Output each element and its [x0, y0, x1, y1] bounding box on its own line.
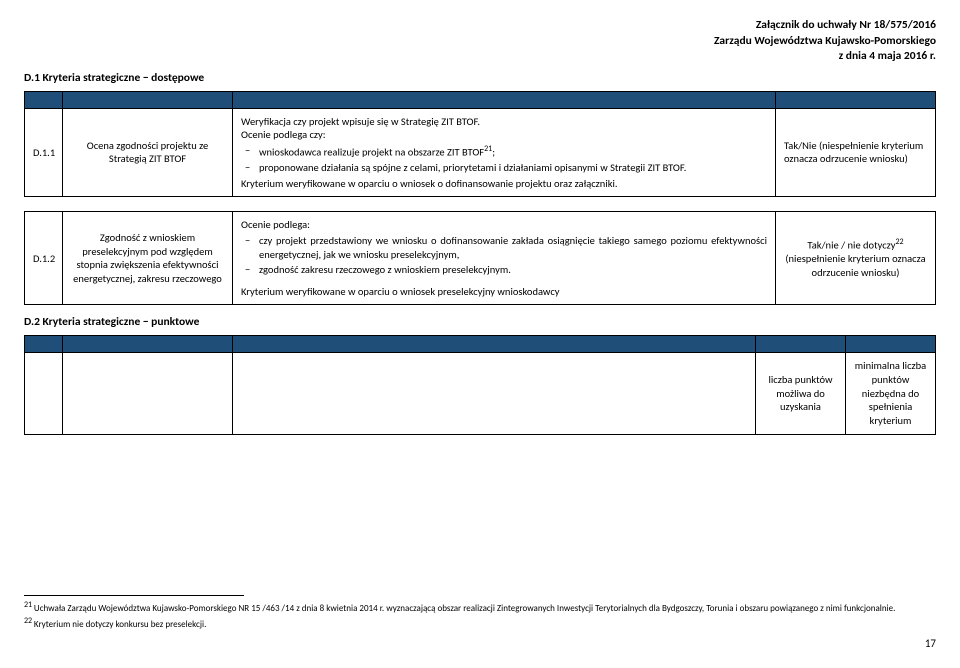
desc-lead: Ocenie podlega czy: — [241, 128, 767, 142]
criterion-id: D.1.2 — [25, 212, 63, 305]
bullet: czy projekt przedstawiony we wniosku o d… — [259, 234, 767, 261]
desc-lead: Ocenie podlega: — [241, 218, 767, 232]
criterion-result: Tak/nie / nie dotyczy22 (niespełnienie k… — [776, 212, 936, 305]
criterion-name: Ocena zgodności projektu ze Strategią ZI… — [63, 108, 233, 197]
table-d1: D.1.1 Ocena zgodności projektu ze Strate… — [24, 91, 936, 198]
header-line-1: Załącznik do uchwały Nr 18/575/2016 — [24, 18, 936, 34]
desc-intro: Weryfikacja czy projekt wpisuje się w St… — [241, 115, 767, 129]
table-row: D.1.1 Ocena zgodności projektu ze Strate… — [25, 108, 936, 197]
criterion-result: Tak/Nie (niespełnienie kryterium oznacza… — [776, 108, 936, 197]
criterion-description: Ocenie podlega: czy projekt przedstawion… — [233, 212, 776, 305]
criterion-description: Weryfikacja czy projekt wpisuje się w St… — [233, 108, 776, 197]
table-header-blue — [25, 91, 936, 108]
desc-outro: Kryterium weryfikowane w oparciu o wnios… — [241, 177, 767, 191]
desc-bullets: czy projekt przedstawiony we wniosku o d… — [241, 234, 767, 277]
table-d2: liczba punktów możliwa do uzyskania mini… — [24, 335, 936, 434]
bullet: wnioskodawca realizuje projekt na obszar… — [259, 144, 767, 159]
criterion-name: Zgodność z wnioskiem preselekcyjnym pod … — [63, 212, 233, 305]
bullet: proponowane działania są spójne z celami… — [259, 161, 767, 175]
attachment-header: Załącznik do uchwały Nr 18/575/2016 Zarz… — [24, 18, 936, 65]
table-d1b: D.1.2 Zgodność z wnioskiem preselekcyjny… — [24, 211, 936, 305]
header-line-3: z dnia 4 maja 2016 r. — [24, 49, 936, 65]
empty-cell — [233, 353, 756, 434]
section-d1-title: D.1 Kryteria strategiczne − dostępowe — [24, 71, 936, 85]
table-row: D.1.2 Zgodność z wnioskiem preselekcyjny… — [25, 212, 936, 305]
desc-bullets: wnioskodawca realizuje projekt na obszar… — [241, 144, 767, 175]
col-header-min: minimalna liczba punktów niezbędna do sp… — [846, 353, 936, 434]
footnote-22: 22 Kryterium nie dotyczy konkursu bez pr… — [24, 616, 924, 631]
empty-cell — [25, 353, 63, 434]
desc-outro: Kryterium weryfikowane w oparciu o wnios… — [241, 285, 767, 299]
empty-cell — [63, 353, 233, 434]
table-row: liczba punktów możliwa do uzyskania mini… — [25, 353, 936, 434]
footnote-separator — [24, 595, 244, 598]
criterion-id: D.1.1 — [25, 108, 63, 197]
page-number: 17 — [24, 637, 936, 650]
section-d2-title: D.2 Kryteria strategiczne − punktowe — [24, 315, 936, 329]
table-header-blue — [25, 336, 936, 353]
col-header-points: liczba punktów możliwa do uzyskania — [756, 353, 846, 434]
footnote-21: 21 Uchwała Zarządu Województwa Kujawsko-… — [24, 600, 924, 615]
header-line-2: Zarządu Województwa Kujawsko-Pomorskiego — [24, 34, 936, 50]
bullet: zgodność zakresu rzeczowego z wnioskiem … — [259, 263, 767, 277]
